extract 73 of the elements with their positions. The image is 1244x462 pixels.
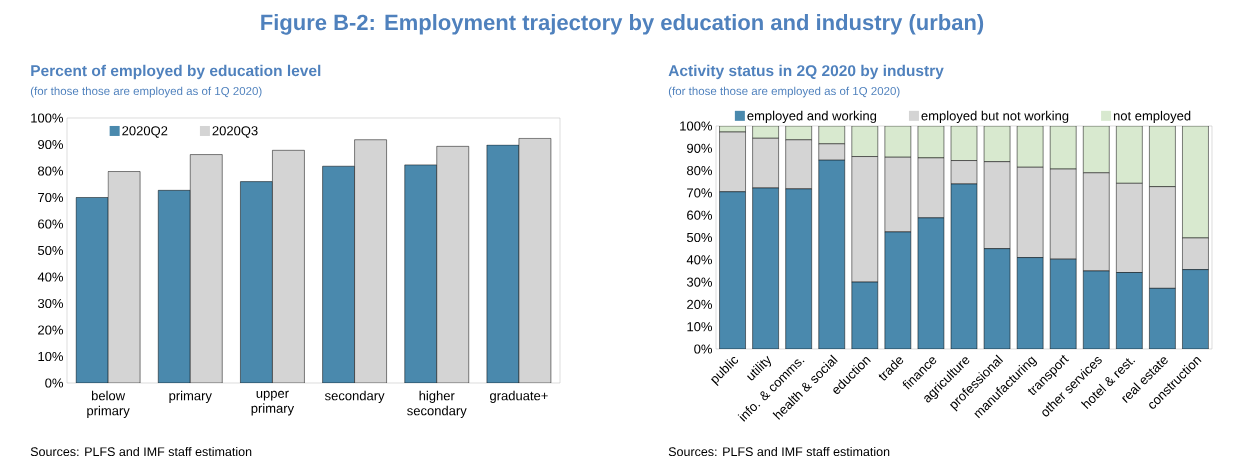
y-tick-label: 20% — [687, 299, 713, 309]
text: Figure B-2: Employment trajectory by education and industry (urban) — [261, 14, 984, 35]
chart-title: Percent of employed by education level — [31, 64, 321, 80]
bar — [76, 197, 109, 383]
bar — [404, 164, 437, 383]
y-tick-label: 90% — [687, 143, 713, 153]
y-tick-label: 10% — [38, 351, 64, 362]
bar — [158, 190, 191, 383]
x-tick-label: graduate+ — [490, 390, 548, 403]
bar — [354, 139, 387, 383]
bar — [190, 154, 223, 383]
bar — [818, 160, 845, 349]
source-note: Sources: PLFS and IMF staff estimation — [668, 446, 890, 457]
legend-label: 2020Q2 — [122, 126, 168, 138]
bar — [851, 125, 879, 157]
legend-label: not employed — [1113, 110, 1191, 123]
y-tick-label: 60% — [687, 210, 713, 220]
x-tick-label: secondary — [324, 390, 385, 403]
y-tick-label: 80% — [38, 166, 64, 176]
y-tick-label: 40% — [686, 255, 713, 265]
bar — [851, 282, 878, 349]
y-tick-label: 20% — [38, 325, 64, 335]
y-tick-label: 80% — [687, 165, 713, 176]
bar — [752, 187, 779, 349]
y-tick-label: 30% — [37, 298, 64, 309]
bar — [1017, 257, 1044, 349]
bar — [1050, 259, 1077, 349]
y-tick-label: 100% — [31, 113, 64, 123]
x-tick-label: higher secondary — [407, 390, 467, 418]
chart-subtitle: (for those those are employed as of 1Q 2020) — [30, 86, 262, 98]
y-tick-label: 50% — [37, 245, 64, 256]
y-tick-label: 10% — [687, 322, 713, 332]
y-tick-label: 70% — [38, 192, 64, 203]
y-tick-label: 90% — [38, 139, 64, 150]
bar — [108, 171, 141, 383]
bar — [1049, 125, 1077, 170]
legend-label: 2020Q3 — [212, 126, 258, 138]
y-tick-label: 0% — [45, 378, 64, 388]
bar — [1083, 270, 1110, 349]
bar — [719, 191, 746, 349]
y-tick-label: 100% — [680, 121, 713, 131]
bar — [322, 166, 355, 383]
bar — [884, 231, 911, 349]
bar — [518, 138, 552, 383]
bar — [917, 217, 944, 349]
y-tick-label: 60% — [38, 219, 64, 229]
chart-title: Activity status in 2Q 2020 by industry — [668, 64, 944, 80]
bar — [984, 248, 1011, 349]
y-tick-label: 30% — [686, 277, 713, 287]
x-tick-label: primary — [169, 390, 212, 403]
x-tick-label: below primary — [87, 390, 130, 418]
bar — [1116, 272, 1143, 349]
bar — [1083, 125, 1110, 174]
bar — [1149, 125, 1176, 187]
legend-label: employed and working — [747, 110, 877, 123]
bar — [785, 188, 812, 349]
bar — [486, 144, 520, 383]
legend-label: employed but not working — [921, 110, 1069, 123]
bar — [1116, 125, 1143, 184]
y-tick-label: 50% — [686, 232, 713, 243]
bar — [1149, 288, 1176, 349]
source-note: Sources: PLFS and IMF staff estimation — [30, 446, 252, 457]
bar — [240, 181, 273, 383]
y-tick-label: 70% — [687, 188, 713, 198]
y-tick-label: 40% — [37, 272, 64, 282]
bar — [951, 183, 978, 349]
x-tick-label: upper primary — [251, 390, 295, 416]
bar — [272, 150, 305, 383]
bar — [1182, 269, 1209, 349]
bar — [436, 146, 469, 383]
y-tick-label: 0% — [694, 344, 713, 354]
bar — [1182, 125, 1209, 239]
chart-subtitle: (for those those are employed as of 1Q 2020) — [668, 86, 900, 98]
